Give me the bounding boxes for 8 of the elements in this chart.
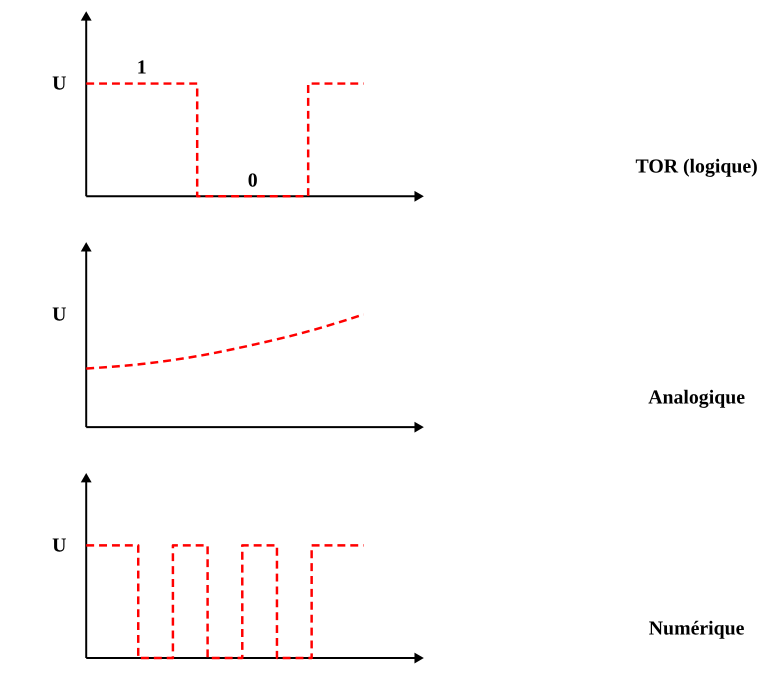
y-axis-title: U: [52, 534, 66, 556]
y-axis-title: U: [52, 72, 66, 95]
y-axis-title: U: [52, 303, 66, 326]
annotation: 1: [136, 56, 147, 79]
text: Numérique: [648, 617, 745, 640]
annotation: 0: [248, 169, 258, 192]
text: Analogique: [648, 386, 746, 408]
text: TOR (logique): [635, 156, 758, 178]
